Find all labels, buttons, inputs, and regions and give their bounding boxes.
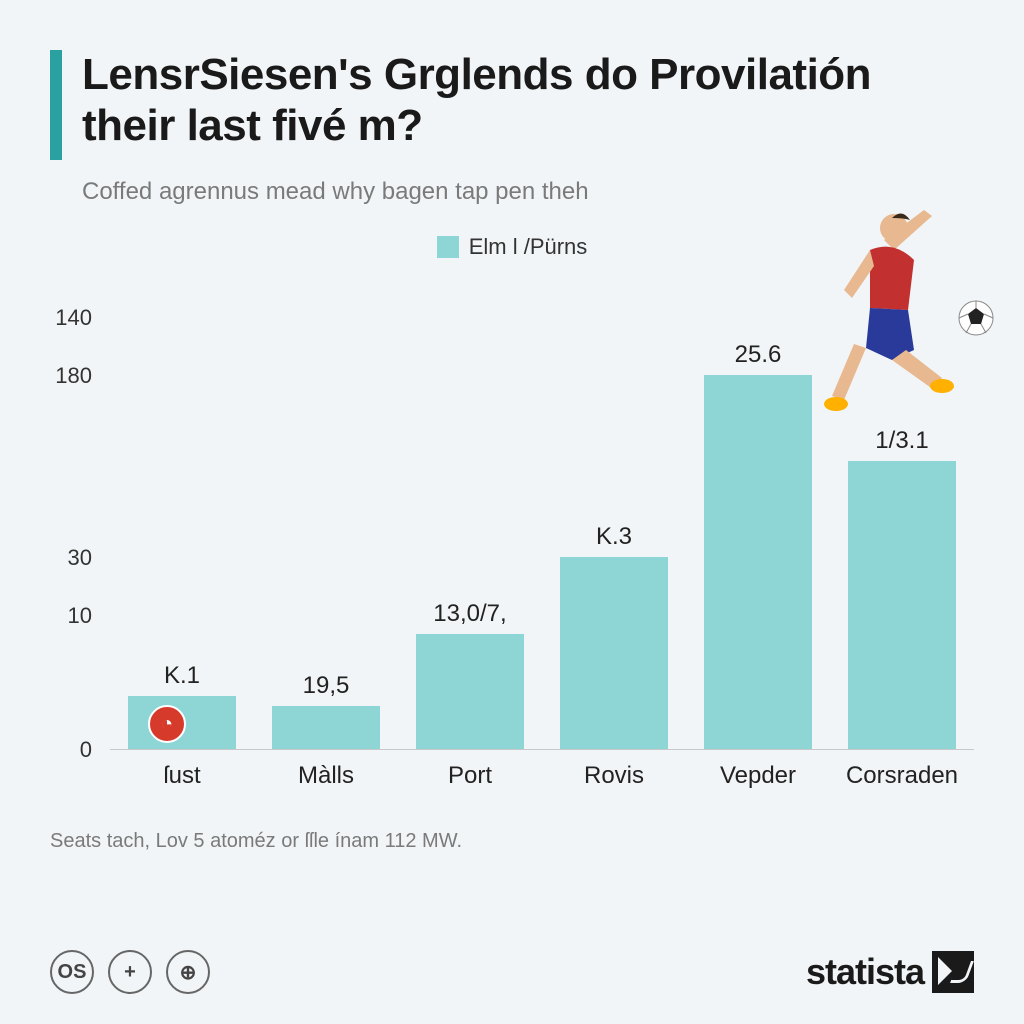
bar-column: K.1 ◔ [112,662,252,749]
x-axis-label: ſust [112,762,252,790]
brand-mark-icon [932,951,974,993]
bar-value-label: 1/3.1 [875,427,928,455]
bar-value-label: K.1 [164,662,200,690]
brand-text: statista [806,951,924,993]
bar-rect [848,461,956,749]
bar-rect [416,634,524,749]
y-tick-label: 140 [55,305,92,331]
bar-column: K.3 [544,523,684,749]
os-button[interactable]: OS [50,950,94,994]
brand-logo: statista [806,951,974,993]
y-tick-label: 180 [55,363,92,389]
plus-button[interactable]: + [108,950,152,994]
y-axis: 14018030100 [40,270,100,750]
x-axis-label: Vepder [688,762,828,790]
title-accent-bar [50,50,62,160]
x-axis-label: Corsraden [832,762,972,790]
bar-column: 19,5 [256,672,396,749]
y-tick-label: 10 [68,603,92,629]
bar-column: 25.6 [688,341,828,749]
share-button[interactable]: ⊕ [166,950,210,994]
bar-rect: ◔ [128,696,236,749]
page-title: LensrSiesen's Grglends do Provilatión th… [82,50,974,151]
bar-chart: 14018030100 K.1◔19,513,0/7,K.325.61/3.1 … [40,270,984,810]
bar-value-label: 25.6 [735,341,782,369]
x-axis-label: Màlls [256,762,396,790]
y-tick-label: 30 [68,545,92,571]
x-axis-labels: ſustMàllsPortRovisVepderCorsraden [110,762,974,790]
bar-rect [560,557,668,749]
bar-rect [272,706,380,749]
footer-action-buttons: OS + ⊕ [50,950,210,994]
chart-legend: Elm l /Pürns [0,234,1024,260]
bar-value-label: K.3 [596,523,632,551]
x-axis-label: Rovis [544,762,684,790]
page-subtitle: Coffed agrennus mead why bagen tap pen t… [0,160,1024,206]
bar-rect [704,375,812,749]
x-axis-label: Port [400,762,540,790]
bar-column: 13,0/7, [400,600,540,749]
legend-label: Elm l /Pürns [469,234,588,260]
y-tick-label: 0 [80,737,92,763]
team-badge-icon: ◔ [148,705,186,743]
legend-swatch [437,236,459,258]
bar-value-label: 19,5 [303,672,350,700]
chart-footnote: Seats tach, Lov 5 atoméz or ſſle ínam 11… [0,830,1024,853]
chart-plot-area: K.1 ◔ 19,5 13,0/7, K.3 25.6 1/3.1 [110,270,974,750]
bar-value-label: 13,0/7, [433,600,506,628]
bar-column: 1/3.1 [832,427,972,749]
